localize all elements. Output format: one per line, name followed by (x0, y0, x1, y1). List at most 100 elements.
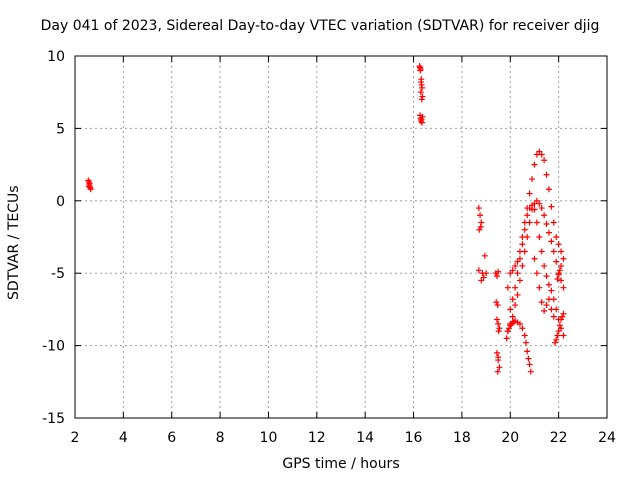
plot-frame (74, 55, 608, 419)
data-point (533, 270, 540, 277)
y-tick-label: -5 (51, 266, 65, 282)
data-point (493, 316, 500, 323)
data-point (555, 271, 562, 278)
data-point (496, 364, 503, 371)
data-point (519, 325, 526, 332)
y-tick-label: 0 (56, 194, 65, 210)
data-point (548, 306, 555, 313)
data-point (495, 320, 502, 327)
data-point (553, 234, 560, 240)
data-point (548, 287, 555, 294)
data-point (419, 113, 426, 120)
data-point (538, 248, 545, 255)
x-tick-label: 16 (405, 430, 423, 446)
data-point (555, 241, 562, 248)
data-point (524, 212, 531, 219)
data-point (526, 190, 533, 197)
data-point (543, 302, 550, 309)
data-point (552, 339, 559, 346)
data-point (554, 332, 561, 339)
data-point (512, 302, 519, 309)
data-point (553, 258, 560, 265)
data-point (86, 180, 93, 187)
data-point (536, 200, 543, 207)
data-point (476, 226, 483, 233)
data-point (536, 234, 543, 240)
x-tick-label: 24 (598, 430, 616, 446)
data-point (493, 349, 500, 356)
data-point (531, 206, 538, 213)
data-point (543, 220, 550, 227)
data-point (545, 186, 552, 193)
y-axis-ticks: -15 -10 -5 0 5 10 (42, 49, 607, 427)
data-point (516, 320, 523, 327)
x-tick-label: 12 (308, 430, 326, 446)
data-point (418, 96, 425, 103)
data-point (548, 238, 555, 245)
data-point (512, 284, 519, 291)
data-points (85, 63, 567, 375)
data-point (493, 273, 500, 280)
data-point (560, 284, 567, 291)
data-point (543, 273, 550, 280)
data-point (531, 255, 538, 262)
data-point (509, 296, 516, 303)
data-point (494, 302, 501, 309)
data-point (519, 262, 526, 269)
x-axis-ticks: 2 4 6 8 10 12 14 16 18 20 22 24 (71, 56, 616, 446)
data-point (516, 277, 523, 284)
data-point (558, 277, 565, 284)
data-point (555, 328, 562, 335)
data-point (545, 296, 552, 303)
data-point (85, 177, 92, 184)
data-point (522, 339, 529, 346)
data-point (419, 93, 426, 100)
x-tick-label: 2 (71, 430, 80, 446)
data-point (538, 151, 545, 158)
data-point (506, 325, 513, 332)
data-point (521, 248, 528, 255)
data-point (417, 89, 424, 96)
data-point (495, 328, 502, 335)
data-point (521, 332, 528, 339)
y-tick-label: 10 (47, 49, 65, 65)
data-point (541, 157, 548, 164)
data-point (533, 219, 540, 226)
x-tick-label: 14 (356, 430, 374, 446)
y-tick-label: -15 (42, 411, 65, 427)
data-point (514, 270, 521, 277)
data-point (418, 76, 425, 83)
x-axis-label: GPS time / hours (282, 456, 400, 472)
data-point (529, 202, 536, 209)
data-point (475, 267, 482, 274)
data-point (516, 255, 523, 262)
data-point (519, 241, 526, 248)
data-point (556, 267, 563, 274)
data-point (560, 332, 567, 339)
data-point (538, 299, 545, 306)
data-point (509, 267, 516, 274)
data-point (531, 161, 538, 168)
data-point (553, 336, 560, 343)
data-point (526, 219, 533, 226)
x-tick-label: 18 (453, 430, 471, 446)
data-point (495, 354, 502, 361)
data-point (558, 316, 565, 323)
data-point (558, 248, 565, 255)
data-point (477, 223, 484, 230)
data-point (527, 368, 534, 375)
data-point (524, 234, 531, 240)
data-point (541, 262, 548, 269)
chart-title: Day 041 of 2023, Sidereal Day-to-day VTE… (40, 18, 600, 34)
data-point (503, 335, 510, 342)
data-point (541, 212, 548, 219)
data-point (554, 275, 561, 282)
data-point (545, 229, 552, 236)
data-point (495, 268, 502, 275)
data-point (493, 299, 500, 306)
data-point (504, 284, 511, 291)
x-tick-label: 20 (501, 430, 519, 446)
data-point (560, 310, 567, 317)
data-point (548, 203, 555, 210)
